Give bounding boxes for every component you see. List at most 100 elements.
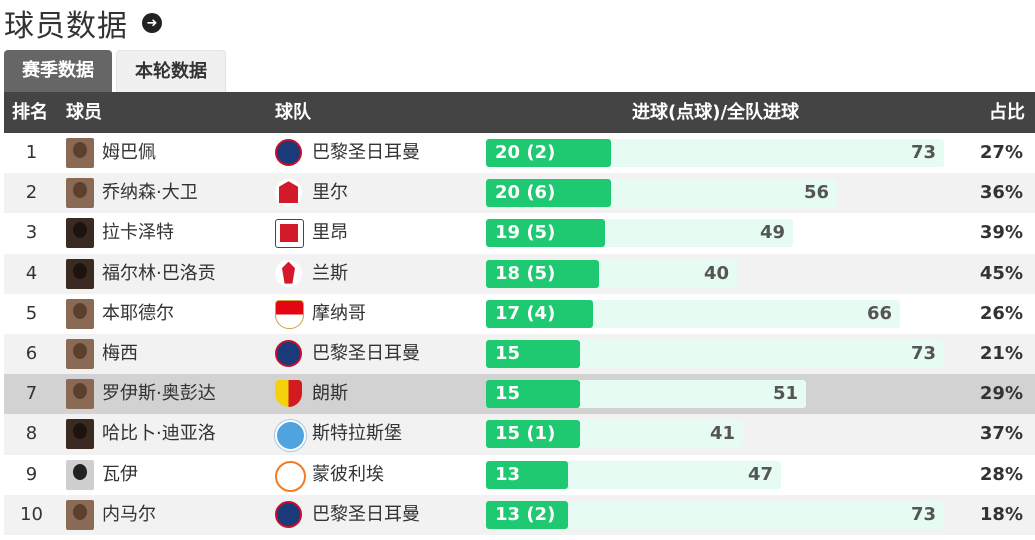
rank-cell: 6 (25, 342, 38, 364)
table-row[interactable]: 8 哈比卜·迪亚洛 斯特拉斯堡 15 (1) 41 37% (4, 414, 1035, 455)
team-name[interactable]: 摩纳哥 (312, 302, 366, 324)
team-name[interactable]: 兰斯 (312, 262, 348, 284)
team-goals-value: 47 (747, 463, 773, 485)
goal-ratio: 21% (979, 342, 1023, 364)
table-row[interactable]: 3 拉卡泽特 里昂 19 (5) 49 39% (4, 213, 1035, 253)
player-goals-bar: 13 (486, 460, 568, 489)
team-goals-value: 56 (803, 182, 829, 204)
team-logo-icon (275, 460, 306, 492)
header-player: 球员 (66, 102, 102, 123)
table-row[interactable]: 4 福尔林·巴洛贡 兰斯 18 (5) 40 45% (4, 253, 1035, 294)
team-name[interactable]: 巴黎圣日耳曼 (312, 342, 420, 364)
player-goals-bar: 20 (6) (486, 179, 611, 208)
rank-cell: 7 (25, 383, 38, 405)
team-name[interactable]: 巴黎圣日耳曼 (312, 142, 420, 163)
rank-cell: 3 (25, 222, 38, 244)
team-logo-icon (275, 219, 304, 249)
rank-cell: 10 (20, 503, 43, 525)
team-logo-icon (275, 500, 302, 528)
goal-ratio: 28% (979, 463, 1023, 485)
goal-ratio: 27% (979, 142, 1023, 163)
page-title: 球员数据 (4, 9, 128, 44)
team-name[interactable]: 巴黎圣日耳曼 (312, 503, 420, 525)
table-row[interactable]: 6 梅西 巴黎圣日耳曼 15 73 21% (4, 333, 1035, 375)
team-name[interactable]: 里尔 (312, 182, 348, 204)
player-name[interactable]: 罗伊斯·奥彭达 (102, 383, 216, 405)
table-row[interactable]: 5 本耶德尔 摩纳哥 17 (4) 66 26% (4, 294, 1035, 334)
player-avatar (66, 258, 94, 289)
player-avatar (66, 379, 94, 410)
table-row[interactable]: 2 乔纳森·大卫 里尔 20 (6) 56 36% (4, 173, 1035, 214)
player-name[interactable]: 哈比卜·迪亚洛 (102, 423, 216, 445)
player-avatar (66, 218, 94, 249)
table-row[interactable]: 10 内马尔 巴黎圣日耳曼 13 (2) 73 18% (4, 494, 1035, 535)
player-name[interactable]: 乔纳森·大卫 (102, 182, 198, 204)
player-name[interactable]: 内马尔 (102, 503, 156, 525)
arrow-right-circle-icon[interactable]: ➜ (142, 13, 162, 33)
goal-ratio: 26% (979, 302, 1023, 324)
table-row[interactable]: 7 罗伊斯·奥彭达 朗斯 15 51 29% (4, 374, 1035, 415)
player-avatar (66, 298, 94, 329)
table-header: 排名 球员 球队 进球(点球)/全队进球 占比 (4, 92, 1035, 133)
team-goals-value: 49 (759, 222, 785, 244)
goal-ratio: 39% (979, 222, 1023, 244)
goal-ratio: 45% (979, 262, 1023, 284)
goal-ratio: 29% (979, 383, 1023, 405)
tab-round-stats[interactable]: 本轮数据 (116, 50, 226, 93)
team-name[interactable]: 斯特拉斯堡 (312, 423, 402, 445)
player-goals-bar: 15 (486, 339, 580, 368)
player-avatar (66, 138, 94, 168)
player-name[interactable]: 姆巴佩 (102, 142, 156, 163)
table-row[interactable]: 1 姆巴佩 巴黎圣日耳曼 20 (2) 73 27% (4, 133, 1035, 173)
team-logo-icon (275, 179, 302, 207)
rank-cell: 5 (25, 302, 38, 324)
player-name[interactable]: 福尔林·巴洛贡 (102, 262, 216, 284)
title-row: 球员数据 ➜ (4, 2, 162, 44)
rank-cell: 2 (25, 182, 38, 204)
tab-bar: 赛季数据 本轮数据 (4, 50, 226, 93)
header-team: 球队 (275, 102, 311, 123)
team-logo-icon (275, 299, 304, 329)
player-avatar (66, 459, 94, 490)
header-ratio: 占比 (989, 102, 1025, 123)
player-name[interactable]: 拉卡泽特 (102, 222, 174, 244)
team-name[interactable]: 里昂 (312, 222, 348, 244)
player-goals-bar: 17 (4) (486, 299, 593, 328)
player-name[interactable]: 梅西 (102, 342, 138, 364)
player-avatar (66, 499, 94, 530)
header-rank: 排名 (12, 102, 48, 123)
team-logo-icon (275, 339, 302, 367)
goal-ratio: 36% (979, 182, 1023, 204)
team-logo-icon (275, 139, 302, 166)
rank-cell: 8 (25, 423, 38, 445)
team-name[interactable]: 朗斯 (312, 383, 348, 405)
player-goals-bar: 15 (1) (486, 420, 580, 449)
player-avatar (66, 419, 94, 450)
stats-table: 排名 球员 球队 进球(点球)/全队进球 占比 1 姆巴佩 巴黎圣日耳曼 20 (2)… (4, 92, 1035, 535)
player-goals-bar: 19 (5) (486, 219, 605, 248)
team-logo-icon (275, 380, 302, 408)
team-goals-value: 41 (709, 423, 735, 445)
player-goals-bar: 20 (2) (486, 139, 611, 167)
player-avatar (66, 338, 94, 369)
player-name[interactable]: 瓦伊 (102, 463, 138, 485)
team-goals-value: 73 (910, 503, 936, 525)
team-goals-value: 73 (910, 142, 936, 163)
team-logo-icon (275, 259, 302, 287)
header-goals: 进球(点球)/全队进球 (632, 102, 800, 123)
player-avatar (66, 178, 94, 209)
team-logo-icon (275, 420, 306, 452)
rank-cell: 4 (25, 262, 38, 284)
team-goals-value: 40 (703, 262, 729, 284)
goal-ratio: 18% (979, 503, 1023, 525)
team-name[interactable]: 蒙彼利埃 (312, 463, 384, 485)
table-row[interactable]: 9 瓦伊 蒙彼利埃 13 47 28% (4, 455, 1035, 495)
rank-cell: 1 (25, 142, 38, 163)
goal-ratio: 37% (979, 423, 1023, 445)
player-goals-bar: 18 (5) (486, 259, 599, 288)
player-goals-bar: 15 (486, 380, 580, 409)
player-name[interactable]: 本耶德尔 (102, 302, 174, 324)
team-goals-value: 51 (772, 383, 798, 405)
rank-cell: 9 (25, 463, 38, 485)
tab-season-stats[interactable]: 赛季数据 (4, 50, 112, 92)
